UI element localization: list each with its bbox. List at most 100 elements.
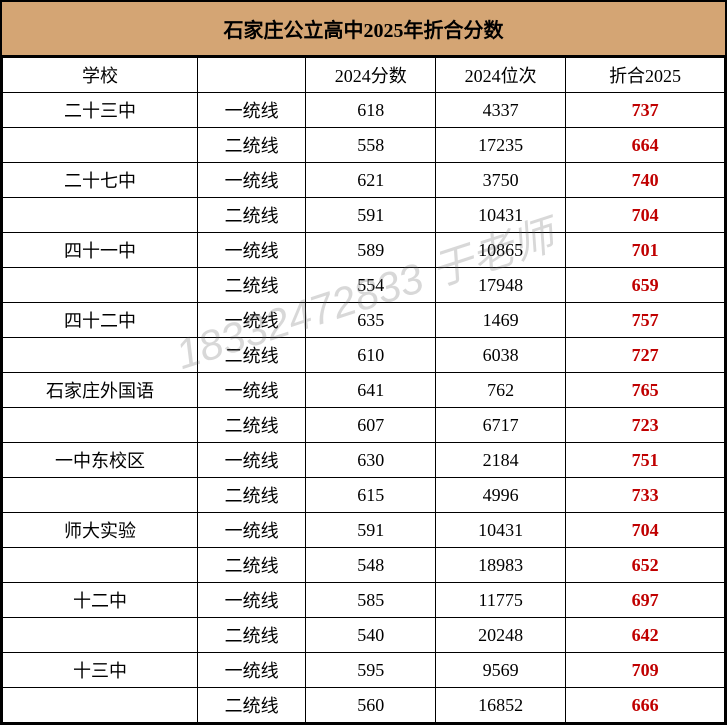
table-row: 十二中一统线58511775697 <box>3 583 725 618</box>
table-title: 石家庄公立高中2025年折合分数 <box>2 2 725 57</box>
header-result: 折合2025 <box>566 58 725 93</box>
rank-cell: 1469 <box>436 303 566 338</box>
table-row: 二统线54020248642 <box>3 618 725 653</box>
rank-cell: 4996 <box>436 478 566 513</box>
score-cell: 630 <box>306 443 436 478</box>
rank-cell: 4337 <box>436 93 566 128</box>
rank-cell: 6717 <box>436 408 566 443</box>
score-cell: 641 <box>306 373 436 408</box>
rank-cell: 16852 <box>436 688 566 723</box>
result-cell: 642 <box>566 618 725 653</box>
result-cell: 697 <box>566 583 725 618</box>
score-cell: 591 <box>306 198 436 233</box>
result-cell: 701 <box>566 233 725 268</box>
table-row: 四十二中一统线6351469757 <box>3 303 725 338</box>
school-cell: 十二中 <box>3 583 198 618</box>
rank-cell: 9569 <box>436 653 566 688</box>
line-type-cell: 二统线 <box>197 198 305 233</box>
line-type-cell: 一统线 <box>197 373 305 408</box>
header-line <box>197 58 305 93</box>
result-cell: 733 <box>566 478 725 513</box>
school-cell: 师大实验 <box>3 513 198 548</box>
table-row: 十三中一统线5959569709 <box>3 653 725 688</box>
result-cell: 652 <box>566 548 725 583</box>
result-cell: 666 <box>566 688 725 723</box>
score-cell: 560 <box>306 688 436 723</box>
line-type-cell: 一统线 <box>197 303 305 338</box>
score-cell: 591 <box>306 513 436 548</box>
school-cell <box>3 408 198 443</box>
score-cell: 540 <box>306 618 436 653</box>
school-cell <box>3 338 198 373</box>
header-score: 2024分数 <box>306 58 436 93</box>
rank-cell: 17235 <box>436 128 566 163</box>
table-row: 二统线56016852666 <box>3 688 725 723</box>
result-cell: 659 <box>566 268 725 303</box>
result-cell: 704 <box>566 513 725 548</box>
table-row: 石家庄外国语一统线641762765 <box>3 373 725 408</box>
rank-cell: 20248 <box>436 618 566 653</box>
school-cell: 二十三中 <box>3 93 198 128</box>
line-type-cell: 一统线 <box>197 513 305 548</box>
result-cell: 757 <box>566 303 725 338</box>
score-cell: 635 <box>306 303 436 338</box>
result-cell: 737 <box>566 93 725 128</box>
line-type-cell: 一统线 <box>197 93 305 128</box>
line-type-cell: 一统线 <box>197 233 305 268</box>
score-cell: 618 <box>306 93 436 128</box>
line-type-cell: 二统线 <box>197 548 305 583</box>
score-cell: 558 <box>306 128 436 163</box>
school-cell <box>3 128 198 163</box>
line-type-cell: 二统线 <box>197 618 305 653</box>
score-cell: 548 <box>306 548 436 583</box>
header-rank: 2024位次 <box>436 58 566 93</box>
score-cell: 615 <box>306 478 436 513</box>
header-row: 学校 2024分数 2024位次 折合2025 <box>3 58 725 93</box>
result-cell: 751 <box>566 443 725 478</box>
line-type-cell: 二统线 <box>197 408 305 443</box>
school-cell <box>3 478 198 513</box>
rank-cell: 6038 <box>436 338 566 373</box>
result-cell: 765 <box>566 373 725 408</box>
rank-cell: 11775 <box>436 583 566 618</box>
table-row: 师大实验一统线59110431704 <box>3 513 725 548</box>
result-cell: 704 <box>566 198 725 233</box>
result-cell: 664 <box>566 128 725 163</box>
table-row: 二统线59110431704 <box>3 198 725 233</box>
line-type-cell: 一统线 <box>197 653 305 688</box>
school-cell: 十三中 <box>3 653 198 688</box>
rank-cell: 3750 <box>436 163 566 198</box>
table-row: 二统线55817235664 <box>3 128 725 163</box>
result-cell: 727 <box>566 338 725 373</box>
table-row: 二统线6106038727 <box>3 338 725 373</box>
line-type-cell: 一统线 <box>197 443 305 478</box>
score-cell: 621 <box>306 163 436 198</box>
school-cell: 一中东校区 <box>3 443 198 478</box>
school-cell <box>3 688 198 723</box>
table-body: 二十三中一统线6184337737二统线55817235664二十七中一统线62… <box>3 93 725 723</box>
line-type-cell: 一统线 <box>197 583 305 618</box>
line-type-cell: 二统线 <box>197 338 305 373</box>
table-row: 二十三中一统线6184337737 <box>3 93 725 128</box>
score-cell: 607 <box>306 408 436 443</box>
table-row: 二统线6154996733 <box>3 478 725 513</box>
rank-cell: 10865 <box>436 233 566 268</box>
line-type-cell: 二统线 <box>197 128 305 163</box>
score-table: 学校 2024分数 2024位次 折合2025 二十三中一统线618433773… <box>2 57 725 723</box>
school-cell: 四十二中 <box>3 303 198 338</box>
rank-cell: 10431 <box>436 513 566 548</box>
school-cell: 四十一中 <box>3 233 198 268</box>
rank-cell: 17948 <box>436 268 566 303</box>
school-cell <box>3 618 198 653</box>
result-cell: 740 <box>566 163 725 198</box>
rank-cell: 762 <box>436 373 566 408</box>
score-cell: 610 <box>306 338 436 373</box>
table-row: 一中东校区一统线6302184751 <box>3 443 725 478</box>
score-cell: 554 <box>306 268 436 303</box>
rank-cell: 18983 <box>436 548 566 583</box>
school-cell <box>3 268 198 303</box>
header-school: 学校 <box>3 58 198 93</box>
table-container: 石家庄公立高中2025年折合分数 学校 2024分数 2024位次 折合2025… <box>0 0 727 725</box>
line-type-cell: 一统线 <box>197 163 305 198</box>
school-cell: 二十七中 <box>3 163 198 198</box>
